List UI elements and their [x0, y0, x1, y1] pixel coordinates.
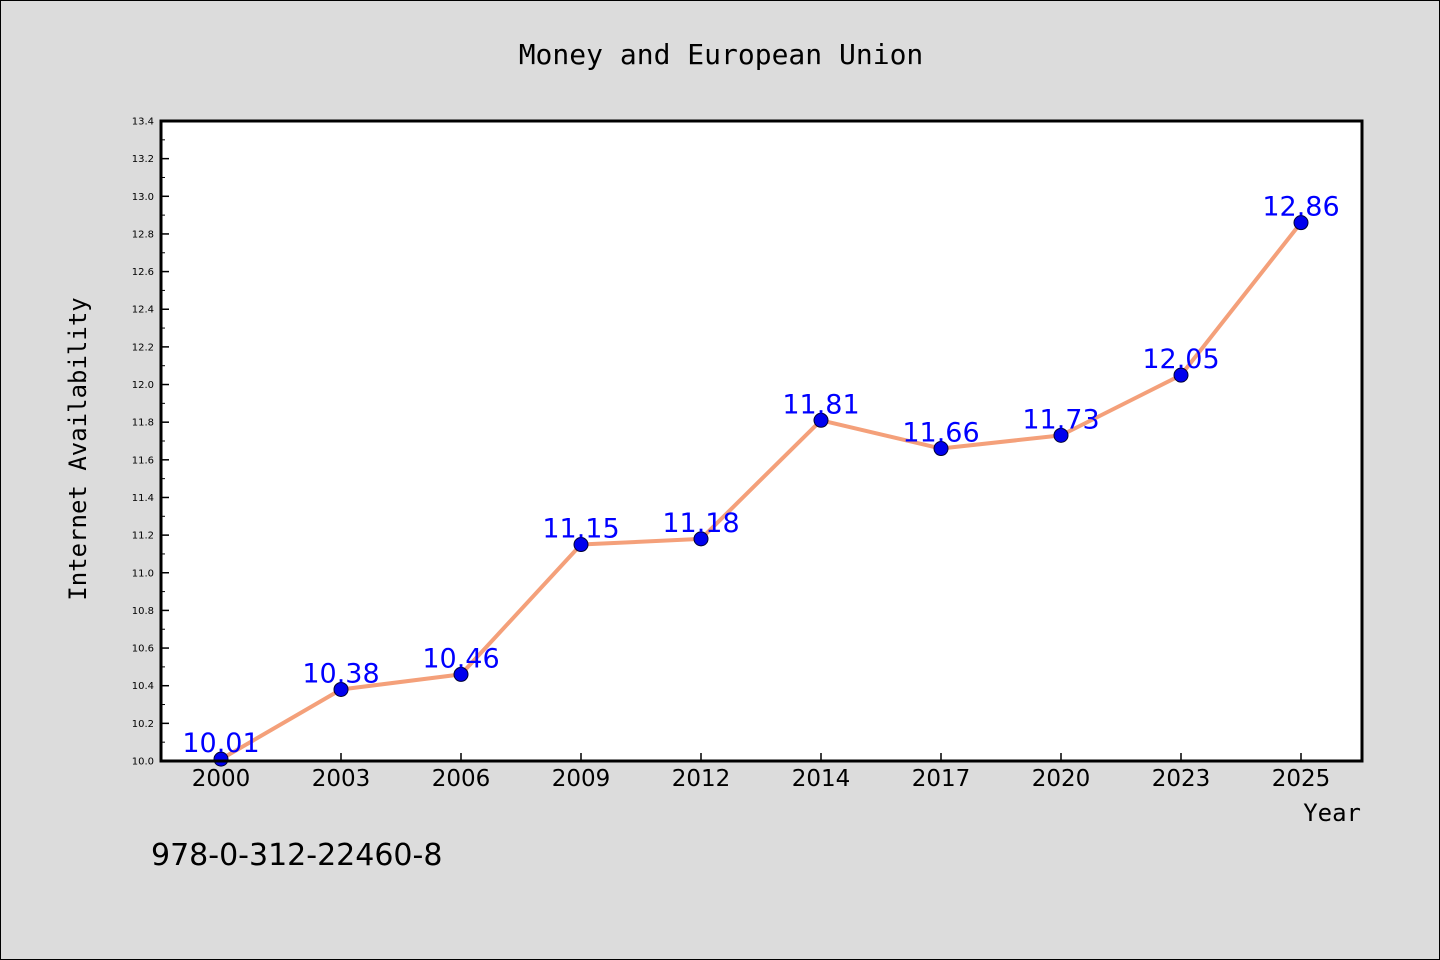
y-tick-label: 10.8	[132, 606, 154, 617]
data-point	[333, 681, 349, 697]
y-tick-label: 10.6	[132, 644, 154, 655]
x-tick-label: 2000	[192, 766, 251, 792]
data-label: 11.73	[1022, 404, 1099, 435]
y-tick-label: 13.2	[132, 154, 154, 165]
y-tick-label: 12.4	[132, 305, 154, 316]
data-point	[1053, 427, 1069, 443]
data-label: 10.46	[422, 643, 499, 674]
y-tick-label: 11.2	[132, 531, 154, 542]
y-tick-label: 12.0	[132, 380, 154, 391]
data-point	[213, 751, 229, 767]
data-label: 11.15	[542, 514, 619, 545]
x-tick-label: 2003	[312, 766, 371, 792]
x-tick-label: 2017	[912, 766, 971, 792]
data-point	[693, 531, 709, 547]
data-point	[1173, 367, 1189, 383]
plot-frame	[159, 119, 1364, 763]
y-tick-label: 13.0	[132, 192, 154, 203]
data-labels-group: 10.01 10.38 10.46 11.15 11.18 11.81 11.66 11.73…	[182, 192, 1339, 759]
data-label: 12.05	[1142, 344, 1219, 375]
y-tick-label: 11.6	[132, 455, 154, 466]
y-tick-label: 13.4	[132, 117, 154, 128]
series-group	[213, 215, 1309, 767]
data-label: 11.81	[782, 389, 859, 420]
y-tick-label: 11.8	[132, 418, 154, 429]
x-tick-label: 2009	[552, 766, 611, 792]
y-tick-label: 12.8	[132, 229, 154, 240]
data-label: 12.86	[1262, 192, 1339, 223]
y-axis-label: Internet Availability	[64, 297, 92, 600]
y-tick-label: 10.4	[132, 681, 154, 692]
y-tick-label: 12.6	[132, 267, 154, 278]
y-tick-label: 12.2	[132, 342, 154, 353]
isbn-text: 978-0-312-22460-8	[151, 838, 442, 873]
data-point	[1293, 215, 1309, 231]
data-label: 11.66	[902, 418, 979, 449]
x-axis-label: Year	[1303, 799, 1361, 827]
x-tick-label: 2012	[672, 766, 731, 792]
data-point	[813, 412, 829, 428]
y-tick-label: 10.0	[132, 757, 154, 768]
y-tick-label: 11.4	[132, 493, 154, 504]
x-axis: 2000 2003 2006 2009 2012 2014 2017 2020 2023 2025	[192, 753, 1331, 792]
data-point	[453, 666, 469, 682]
data-label: 10.38	[302, 658, 379, 689]
y-tick-label: 11.0	[132, 568, 154, 579]
data-point	[573, 537, 589, 553]
x-tick-label: 2023	[1152, 766, 1211, 792]
data-label: 11.18	[662, 508, 739, 539]
x-tick-label: 2020	[1032, 766, 1091, 792]
chart-title: Money and European Union	[519, 38, 924, 71]
series-line	[219, 221, 1303, 761]
x-tick-label: 2014	[792, 766, 851, 792]
x-tick-label: 2006	[432, 766, 491, 792]
data-point	[933, 441, 949, 457]
plot-area	[161, 121, 1362, 761]
x-tick-label: 2025	[1272, 766, 1331, 792]
y-tick-label: 10.2	[132, 719, 154, 730]
data-label: 10.01	[182, 728, 259, 759]
